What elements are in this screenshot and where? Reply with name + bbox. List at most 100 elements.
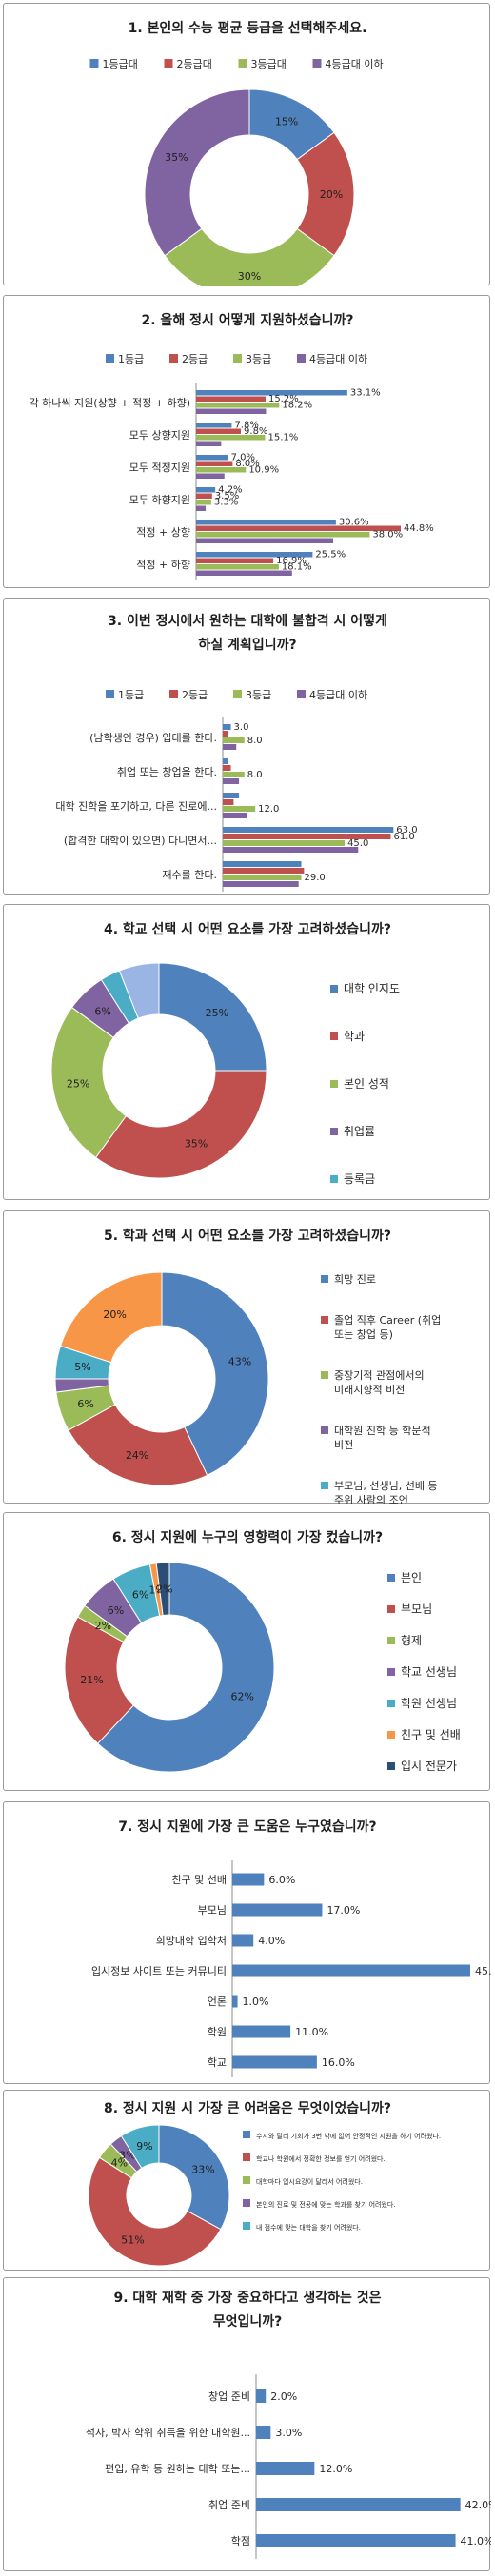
legend-swatch bbox=[387, 1668, 395, 1676]
bar bbox=[196, 435, 266, 441]
legend-swatch bbox=[312, 59, 322, 68]
chart-panel-7: 7. 정시 지원에 가장 큰 도움은 누구였습니까? 친구 및 선배 6.0% 부모님… bbox=[3, 1801, 495, 2084]
category-label: 언론 bbox=[208, 1996, 227, 2008]
legend-label: 3등급 bbox=[246, 689, 271, 701]
chart-title: 7. 정시 지원에 가장 큰 도움은 누구였습니까? bbox=[118, 1819, 376, 1835]
legend-swatch bbox=[106, 354, 114, 363]
legend-label: 2등급대 bbox=[177, 58, 212, 70]
pie-slice bbox=[59, 1271, 163, 1364]
legend-label: 부모님 bbox=[401, 1603, 432, 1616]
data-label: 33.1% bbox=[350, 388, 381, 399]
bar bbox=[196, 403, 280, 408]
bar bbox=[256, 2389, 267, 2403]
legend-swatch bbox=[297, 690, 306, 698]
legend-label: 대학원 진학 등 학문적 bbox=[334, 1425, 431, 1437]
chart-panel-6: 6. 정시 지원에 누구의 영향력이 가장 컸습니까? 62% 21% 2% 6% 6% 1… bbox=[3, 1512, 490, 1791]
category-label: 편입, 유학 등 원하는 대학 또는... bbox=[105, 2462, 250, 2475]
data-label: 3.5% bbox=[215, 491, 239, 501]
chart-panel-2: 2. 올해 정시 어떻게 지원하셨습니까? 1등급 2등급 3등급 4등급대 이하 각 하… bbox=[3, 295, 490, 588]
pie-slice bbox=[96, 1562, 275, 1773]
bar bbox=[196, 455, 228, 461]
pie-slice bbox=[144, 88, 250, 257]
pie-slice bbox=[118, 962, 160, 1019]
category-label: 적정 + 상향 bbox=[136, 526, 190, 539]
slice-label: 6% bbox=[94, 1005, 110, 1017]
bar bbox=[232, 2055, 317, 2069]
chart-title: 4. 학교 선택 시 어떤 요소를 가장 고려하셨습니까? bbox=[104, 921, 391, 937]
legend-label: 3등급 bbox=[246, 353, 271, 365]
legend-swatch bbox=[387, 1762, 395, 1770]
legend-swatch bbox=[243, 2153, 250, 2161]
legend-swatch bbox=[330, 1175, 338, 1183]
data-label: 45.0% bbox=[475, 1965, 491, 1977]
bar bbox=[223, 840, 346, 846]
legend-label: 4등급대 이하 bbox=[326, 57, 384, 70]
bar bbox=[223, 813, 248, 818]
legend-swatch bbox=[387, 1605, 395, 1613]
data-label: 7.8% bbox=[234, 421, 258, 431]
pie-slice bbox=[64, 1616, 135, 1744]
bar bbox=[196, 525, 402, 531]
slice-label: 62% bbox=[230, 1690, 253, 1702]
bar bbox=[196, 493, 212, 499]
legend-swatch bbox=[233, 690, 242, 698]
category-label: 입시정보 사이트 또는 커뮤니티 bbox=[91, 1965, 227, 1977]
chart-7-svg: 7. 정시 지원에 가장 큰 도움은 누구였습니까? 친구 및 선배 6.0% 부모님… bbox=[91, 1819, 495, 2077]
data-label: 30.6% bbox=[339, 518, 369, 528]
legend-label: 수시와 달리 기회가 3번 밖에 없어 안정적인 지원을 하기 어려웠다. bbox=[256, 2132, 441, 2140]
slice-label: 51% bbox=[121, 2233, 144, 2246]
legend-label: 2등급 bbox=[182, 689, 208, 701]
bar bbox=[223, 724, 231, 730]
bar bbox=[196, 467, 247, 473]
legend-swatch bbox=[164, 59, 173, 68]
category-label: 모두 적정지원 bbox=[129, 462, 190, 474]
slice-label: 15% bbox=[275, 115, 298, 128]
bar bbox=[196, 538, 333, 543]
legend-label: 등록금 bbox=[344, 1172, 375, 1186]
chart-panel-1: 1. 본인의 수능 평균 등급을 선택해주세요. 1등급대 2등급대 3등급대 4등급대… bbox=[3, 3, 490, 300]
data-label: 10.9% bbox=[248, 465, 279, 476]
legend-label: 4등급대 이하 bbox=[309, 352, 367, 365]
pie-slice bbox=[120, 2124, 160, 2169]
bar bbox=[196, 520, 336, 525]
chart-panel-9: 9. 대학 재학 중 가장 중요하다고 생각하는 것은 무엇입니까? 창업 준비 2.… bbox=[3, 2277, 495, 2571]
category-label: 각 하나씩 지원(상향 + 적정 + 하향) bbox=[30, 396, 190, 409]
legend-swatch bbox=[321, 1482, 328, 1489]
legend-swatch bbox=[330, 985, 338, 993]
chart-1-svg: 1. 본인의 수능 평균 등급을 선택해주세요. 1등급대 2등급대 3등급대 4등급대… bbox=[89, 20, 384, 300]
data-label: 16.0% bbox=[322, 2056, 355, 2069]
legend-swatch bbox=[387, 1574, 395, 1582]
legend-swatch bbox=[233, 354, 242, 363]
data-label: 12.0% bbox=[319, 2463, 352, 2475]
category-label: 창업 준비 bbox=[208, 2390, 250, 2403]
bar bbox=[223, 881, 299, 887]
legend-label: 1등급대 bbox=[103, 58, 138, 70]
bar bbox=[232, 1995, 238, 2008]
data-label: 18.1% bbox=[282, 562, 312, 573]
slice-label: 43% bbox=[228, 1356, 251, 1368]
category-label: 학원 bbox=[208, 2026, 227, 2038]
slice-label: 6% bbox=[108, 1604, 124, 1617]
legend-label: 내 점수에 맞는 대학을 찾기 어려웠다. bbox=[256, 2223, 361, 2232]
bar bbox=[196, 558, 274, 563]
bar bbox=[256, 2534, 456, 2547]
data-label: 12.0 bbox=[258, 804, 279, 815]
legend-label: 중장기적 관점에서의 bbox=[334, 1369, 425, 1382]
legend-swatch bbox=[330, 1080, 338, 1088]
bar bbox=[196, 408, 267, 414]
bar bbox=[232, 2025, 291, 2038]
legend-label: 취업률 bbox=[344, 1125, 375, 1138]
slice-label: 24% bbox=[126, 1449, 148, 1462]
category-label: 학점 bbox=[231, 2535, 250, 2547]
data-label: 1.0% bbox=[243, 1996, 269, 2008]
legend-label: 본인 bbox=[401, 1571, 422, 1584]
slice-label: 35% bbox=[165, 151, 188, 164]
bar bbox=[223, 868, 305, 874]
bar bbox=[196, 461, 233, 466]
pie-slice bbox=[158, 2124, 230, 2231]
data-label: 63.0 bbox=[396, 825, 417, 836]
legend-label: 비전 bbox=[334, 1439, 353, 1451]
data-label: 4.0% bbox=[258, 1935, 285, 1947]
legend-label: 미래지향적 비전 bbox=[334, 1384, 405, 1396]
category-label: 취업 또는 창업을 한다. bbox=[117, 766, 217, 778]
